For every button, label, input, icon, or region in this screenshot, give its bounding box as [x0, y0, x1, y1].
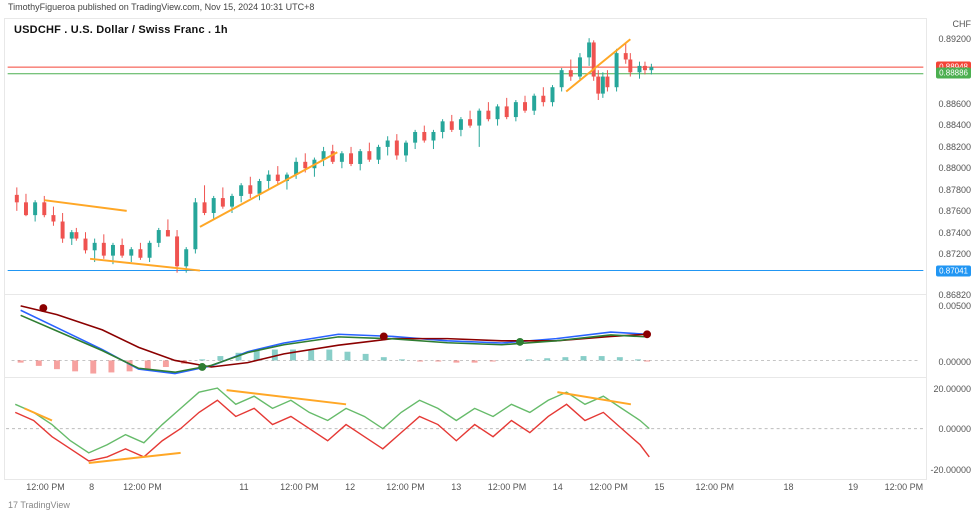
x-tick-label: 18: [784, 482, 794, 492]
x-tick-label: 12:00 PM: [386, 482, 425, 492]
x-tick-label: 8: [89, 482, 94, 492]
y-tick-label: 0.87200: [938, 249, 971, 259]
macd-pane[interactable]: [5, 295, 926, 378]
x-tick-label: 12:00 PM: [695, 482, 734, 492]
price-tag: 0.87041: [936, 266, 971, 277]
x-tick-label: 12:00 PM: [26, 482, 65, 492]
x-tick-label: 13: [451, 482, 461, 492]
x-tick-label: 19: [848, 482, 858, 492]
y-tick-label: 0.88400: [938, 120, 971, 130]
x-tick-label: 12:00 PM: [885, 482, 924, 492]
y-tick-label: 0.88600: [938, 99, 971, 109]
y-axis: 0.86820 0.87041 0.87200 0.87400 0.87600 0.878…: [927, 18, 975, 480]
y-tick-label: 0.87400: [938, 228, 971, 238]
y-tick-label: 0.87600: [938, 206, 971, 216]
y-tick-label: 0.89200: [938, 34, 971, 44]
x-tick-label: 15: [654, 482, 664, 492]
oscillator-pane[interactable]: [5, 378, 926, 479]
y-tick-label: 0.00000: [938, 424, 971, 434]
y-tick-label: 0.00500: [938, 301, 971, 311]
watermark-logo: 17 TradingView: [8, 500, 70, 510]
x-tick-label: 12:00 PM: [589, 482, 628, 492]
x-axis: 12:00 PM 8 12:00 PM 11 12:00 PM 12 12:00 PM 13 1…: [4, 482, 927, 504]
publish-info: TimothyFigueroa published on TradingView…: [8, 2, 314, 12]
price-pane[interactable]: [5, 19, 926, 295]
x-tick-label: 11: [239, 482, 248, 492]
y-tick-label: 0.00000: [938, 357, 971, 367]
y-tick-label: 20.00000: [933, 384, 971, 394]
y-tick-label: 0.86820: [938, 290, 971, 300]
x-tick-label: 14: [553, 482, 563, 492]
chart-area[interactable]: [4, 18, 927, 480]
y-tick-label: 0.88000: [938, 163, 971, 173]
x-tick-label: 12:00 PM: [280, 482, 319, 492]
y-tick-label: 0.88200: [938, 142, 971, 152]
price-tag: 0.88886: [936, 68, 971, 79]
x-tick-label: 12: [345, 482, 355, 492]
x-tick-label: 12:00 PM: [488, 482, 527, 492]
y-tick-label: 0.87800: [938, 185, 971, 195]
y-tick-label: -20.00000: [930, 465, 971, 475]
x-tick-label: 12:00 PM: [123, 482, 162, 492]
